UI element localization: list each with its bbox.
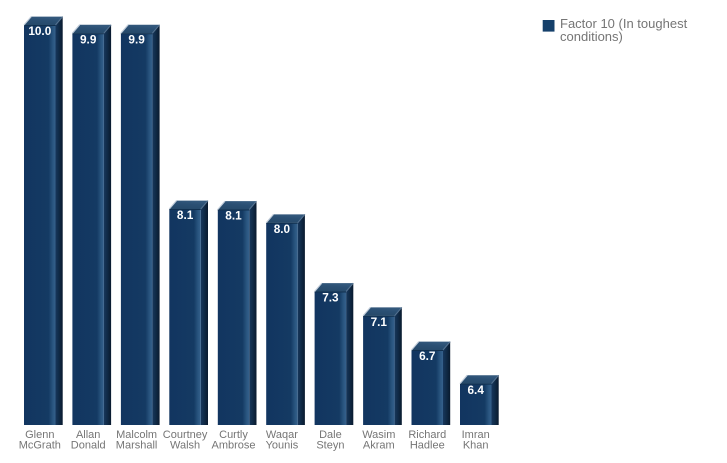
svg-text:McGrath: McGrath (19, 440, 61, 452)
svg-text:Hadlee: Hadlee (410, 440, 445, 452)
svg-text:7.1: 7.1 (371, 315, 388, 329)
svg-text:8.1: 8.1 (225, 209, 242, 223)
svg-text:Richard: Richard (408, 429, 446, 441)
svg-text:Walsh: Walsh (170, 440, 200, 452)
svg-text:Younis: Younis (266, 440, 299, 452)
svg-text:8.1: 8.1 (177, 208, 194, 222)
svg-text:Factor 10 (In toughest: Factor 10 (In toughest (560, 16, 688, 31)
svg-text:6.7: 6.7 (419, 349, 436, 363)
svg-text:Steyn: Steyn (316, 440, 344, 452)
svg-text:Khan: Khan (463, 440, 489, 452)
svg-text:10.0: 10.0 (28, 24, 51, 38)
svg-text:6.4: 6.4 (467, 383, 484, 397)
svg-text:Wasim: Wasim (362, 429, 395, 441)
svg-text:Curtly: Curtly (219, 429, 248, 441)
svg-text:Donald: Donald (71, 440, 106, 452)
svg-text:Allan: Allan (76, 429, 100, 441)
svg-text:conditions): conditions) (560, 29, 623, 44)
svg-text:Courtney: Courtney (163, 429, 208, 441)
svg-text:8.0: 8.0 (274, 222, 291, 236)
svg-text:9.9: 9.9 (80, 32, 97, 46)
svg-text:Waqar: Waqar (266, 429, 298, 441)
svg-text:Glenn: Glenn (25, 429, 54, 441)
svg-text:Marshall: Marshall (116, 440, 158, 452)
svg-text:Imran: Imran (462, 429, 490, 441)
svg-text:Akram: Akram (363, 440, 395, 452)
svg-text:9.9: 9.9 (128, 32, 145, 46)
svg-text:Ambrose: Ambrose (211, 440, 255, 452)
svg-text:Dale: Dale (319, 429, 342, 441)
svg-text:Malcolm: Malcolm (116, 429, 157, 441)
svg-text:7.3: 7.3 (322, 291, 339, 305)
